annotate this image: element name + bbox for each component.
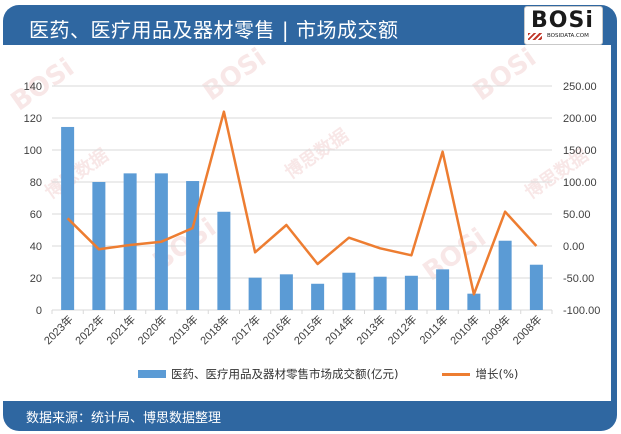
x-tick-label: 2023年 (41, 312, 76, 347)
x-tick-label: 2017年 (228, 312, 263, 347)
bar (467, 293, 481, 310)
x-tick-label: 2016年 (260, 312, 295, 347)
left-axis-ticks: 0 20 40 60 80 100 120 140 (24, 81, 42, 317)
x-tick-label: 2014年 (322, 312, 357, 347)
data-source: 数据来源：统计局、博思数据整理 (26, 411, 222, 426)
x-tick-label: 2020年 (135, 312, 170, 347)
bar (498, 240, 512, 310)
bar (373, 276, 387, 310)
left-tick-label: 60 (30, 209, 42, 221)
line-series (66, 110, 538, 296)
bar (248, 277, 262, 310)
bar (92, 182, 106, 310)
bar (436, 269, 450, 310)
right-tick-label: 250.00 (563, 81, 597, 93)
line-swatch-icon (442, 372, 471, 376)
legend-item-bar: 医药、医疗用品及器材零售市场成交额(亿元) (138, 366, 398, 382)
left-tick-label: 40 (30, 241, 42, 253)
x-tick-label: 2011年 (416, 312, 450, 346)
right-tick-label: -50.00 (563, 273, 594, 285)
page-title: 医药、医疗用品及器材零售 | 市场成交额 (29, 18, 399, 42)
left-tick-label: 0 (36, 305, 42, 317)
legend-bar-label: 医药、医疗用品及器材零售市场成交额(亿元) (171, 367, 399, 381)
bar (529, 264, 543, 310)
left-tick-label: 140 (24, 81, 42, 93)
x-tick-label: 2022年 (72, 312, 107, 347)
legend: 医药、医疗用品及器材零售市场成交额(亿元) 增长(%) (138, 366, 562, 382)
bosi-logo: BOSi BOSIDATA.COM (525, 7, 602, 44)
bar (186, 181, 200, 310)
bar (123, 173, 137, 310)
bar (279, 274, 293, 310)
logo-stripe-icon (528, 33, 542, 40)
left-tick-label: 80 (30, 177, 42, 189)
right-tick-label: -100.00 (563, 305, 600, 317)
bar (342, 272, 356, 310)
logo-subtext: BOSIDATA.COM (547, 33, 589, 39)
x-tick-label: 2013年 (353, 312, 388, 347)
right-tick-label: 100.00 (563, 177, 597, 189)
bar (404, 275, 418, 310)
left-tick-label: 20 (30, 273, 42, 285)
x-tick-label: 2012年 (385, 312, 420, 347)
x-tick-label: 2010年 (447, 312, 482, 347)
right-tick-label: 200.00 (563, 113, 597, 125)
left-tick-label: 120 (24, 113, 42, 125)
legend-item-line: 增长(%) (442, 366, 518, 382)
x-tick-label: 2009年 (478, 312, 513, 347)
x-tick-label: 2015年 (291, 312, 326, 347)
logo-text: BOSi (531, 8, 594, 33)
right-tick-label: 50.00 (563, 209, 591, 221)
x-tick-label: 2018年 (197, 312, 232, 347)
bar (217, 211, 231, 310)
x-tick-label: 2021年 (103, 312, 138, 347)
bar-swatch-icon (138, 370, 166, 378)
left-tick-label: 100 (24, 145, 42, 157)
x-tick-label: 2019年 (166, 312, 201, 347)
right-axis-ticks: -100.00 -50.00 0.00 50.00 100.00 150.00 200.00… (563, 81, 600, 317)
x-tick-label: 2008年 (510, 312, 545, 347)
bar (311, 283, 325, 310)
growth-line (66, 110, 538, 296)
legend-line-label: 增长(%) (475, 367, 519, 381)
x-axis-labels: 2023年2022年2021年2020年2019年2018年2017年2016年… (41, 312, 545, 347)
right-tick-label: 0.00 (563, 241, 584, 253)
right-tick-label: 150.00 (563, 145, 597, 157)
